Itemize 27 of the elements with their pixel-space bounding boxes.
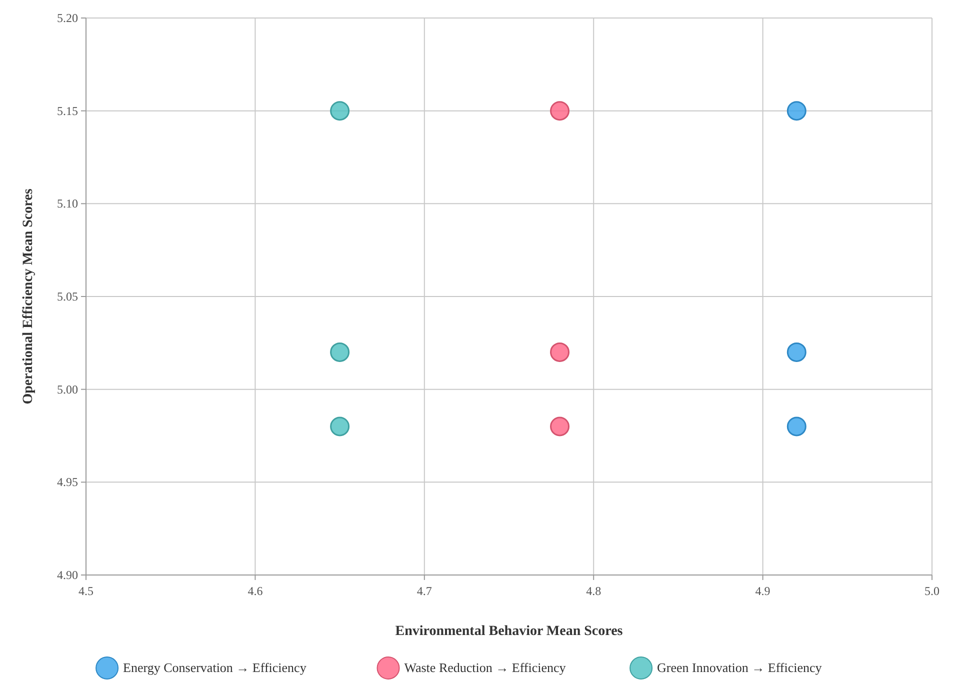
x-tick-label: 4.9 [755, 584, 770, 598]
legend-label: Energy Conservation → Efficiency [123, 660, 307, 675]
point [786, 101, 806, 121]
point [330, 342, 350, 362]
y-tick-label: 5.20 [57, 11, 78, 25]
x-tick-label: 4.7 [416, 584, 432, 598]
y-axis-title: Operational Efficiency Mean Scores [21, 188, 36, 404]
point [786, 416, 806, 436]
point [786, 342, 806, 362]
y-tick-label: 5.05 [57, 290, 78, 304]
x-tick-label: 4.8 [586, 584, 602, 598]
y-tick-label: 5.10 [57, 196, 78, 211]
y-tick-label: 5.00 [57, 382, 78, 396]
point [330, 101, 350, 121]
y-tick-label: 5.15 [57, 104, 78, 118]
point [550, 342, 570, 362]
legend-label: Green Innovation → Efficiency [657, 660, 822, 675]
point [550, 101, 570, 121]
point [550, 416, 570, 436]
point [330, 416, 350, 436]
x-tick-label: 5.0 [924, 584, 940, 598]
x-axis-title: Environmental Behavior Mean Scores [395, 624, 624, 639]
legend-label: Waste Reduction → Efficiency [404, 660, 566, 675]
x-tick-label: 4.6 [248, 584, 263, 598]
x-tick-label: 4.5 [78, 584, 94, 598]
y-tick-label: 4.90 [57, 568, 78, 582]
y-tick-label: 4.95 [57, 475, 78, 490]
